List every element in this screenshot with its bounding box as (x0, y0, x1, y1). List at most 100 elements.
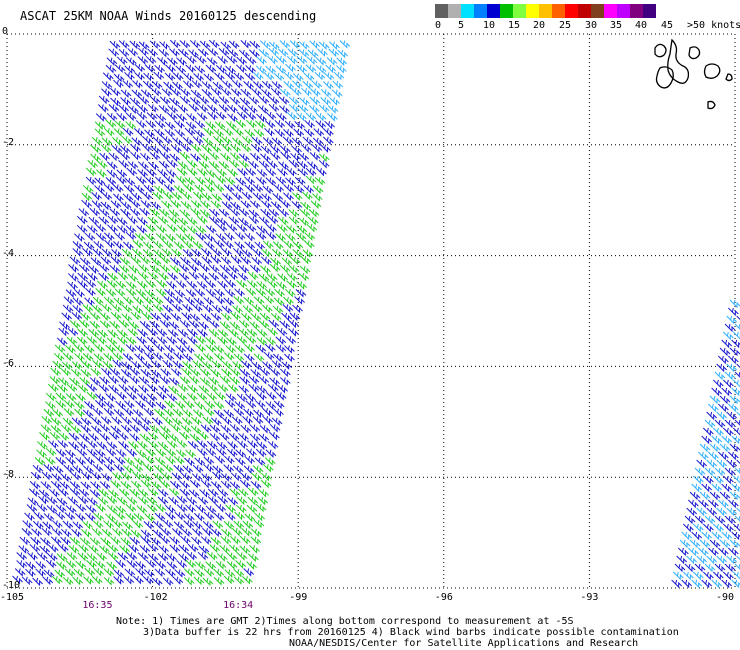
wind-barb (145, 448, 156, 458)
wind-barb (251, 144, 262, 153)
wind-barb (729, 299, 740, 309)
legend-label: 0 (435, 20, 442, 31)
wind-barb (124, 65, 136, 74)
wind-barb (175, 345, 187, 354)
wind-barb (127, 273, 139, 283)
wind-barb (245, 400, 257, 409)
wind-barb (53, 352, 65, 362)
wind-barb (285, 335, 297, 345)
wind-barb (239, 535, 251, 545)
wind-barb (279, 88, 291, 98)
wind-barb (236, 64, 247, 74)
wind-barb (282, 249, 294, 258)
wind-barb (274, 119, 286, 129)
note-line-1: Note: 1) Times are GMT 2)Times along bot… (116, 616, 574, 627)
wind-barb (137, 169, 148, 178)
wind-barb (264, 120, 276, 129)
wind-barb (261, 361, 273, 370)
wind-barb (227, 113, 238, 122)
wind-barb (75, 560, 86, 570)
wind-barb (77, 441, 88, 450)
wind-barb (155, 113, 167, 123)
wind-barb (142, 249, 154, 258)
wind-barb (135, 289, 147, 298)
wind-barb (122, 241, 134, 251)
wind-barb (49, 431, 61, 441)
wind-barb (187, 167, 198, 177)
wind-barb (284, 233, 296, 242)
wind-barb (260, 208, 271, 218)
wind-barb (721, 387, 733, 397)
wind-barb (251, 361, 263, 371)
wind-barb (732, 379, 740, 388)
wind-barb (109, 40, 121, 50)
wind-barb (129, 367, 141, 377)
wind-barb (215, 561, 227, 570)
wind-barb (147, 432, 159, 441)
wind-barb (731, 435, 740, 445)
wind-barb (699, 539, 711, 549)
wind-barb (289, 40, 301, 49)
wind-barb (45, 559, 57, 569)
legend-labels: 0 5 10 15 20 25 30 35 40 45 >50 knots (435, 20, 740, 34)
wind-barb (200, 424, 212, 433)
wind-barb (70, 471, 82, 481)
wind-barb (45, 401, 56, 410)
wind-barb (85, 167, 97, 177)
legend-swatch (565, 4, 578, 18)
wind-barb (261, 80, 273, 90)
wind-barb (288, 159, 300, 169)
wind-barb (100, 201, 112, 211)
wind-barb (252, 184, 264, 193)
wind-barb (108, 375, 119, 385)
wind-barb (82, 465, 94, 474)
wind-barb (77, 328, 88, 338)
wind-barb (208, 320, 220, 329)
wind-barb (214, 288, 225, 298)
wind-barb (263, 295, 275, 305)
wind-barb (235, 449, 247, 458)
wind-barb (190, 153, 201, 162)
wind-barb (128, 385, 139, 394)
wind-barb (232, 465, 244, 474)
wind-barb (113, 73, 125, 83)
wind-barb (734, 323, 740, 330)
wind-barb (250, 536, 262, 545)
wind-barb (225, 393, 237, 402)
wind-barb (72, 521, 84, 530)
wind-barb (89, 537, 101, 546)
wind-barb (189, 313, 201, 323)
wind-barb (318, 104, 330, 114)
wind-barb (277, 384, 288, 394)
wind-barb (236, 552, 248, 561)
wind-barb (150, 201, 161, 211)
wind-barb (166, 336, 178, 345)
wind-barb (178, 272, 190, 282)
wind-barb (165, 64, 176, 73)
wind-barb (206, 57, 218, 66)
wind-barb (697, 547, 709, 557)
wind-barb (200, 536, 212, 545)
wind-barb (129, 199, 141, 209)
wind-barb (270, 87, 282, 97)
wind-barb (315, 120, 327, 129)
wind-barb (166, 224, 178, 233)
wind-barb (182, 303, 193, 313)
wind-barb (236, 279, 247, 289)
wind-barb (712, 379, 724, 389)
wind-barb (223, 464, 235, 473)
wind-barb (34, 457, 46, 466)
wind-barb (236, 336, 248, 345)
wind-barb (275, 336, 287, 345)
wind-barb (699, 491, 711, 501)
lat-tick-label: -8 (2, 469, 15, 481)
wind-barb (116, 225, 128, 234)
wind-barb (78, 264, 90, 273)
wind-speed-legend: 0 5 10 15 20 25 30 35 40 45 >50 knots (435, 4, 740, 36)
wind-barb (245, 167, 257, 177)
wind-barb (294, 296, 305, 305)
wind-barb (244, 176, 255, 186)
wind-barb (77, 215, 88, 225)
wind-barb (80, 369, 92, 378)
wind-barb (120, 424, 132, 434)
